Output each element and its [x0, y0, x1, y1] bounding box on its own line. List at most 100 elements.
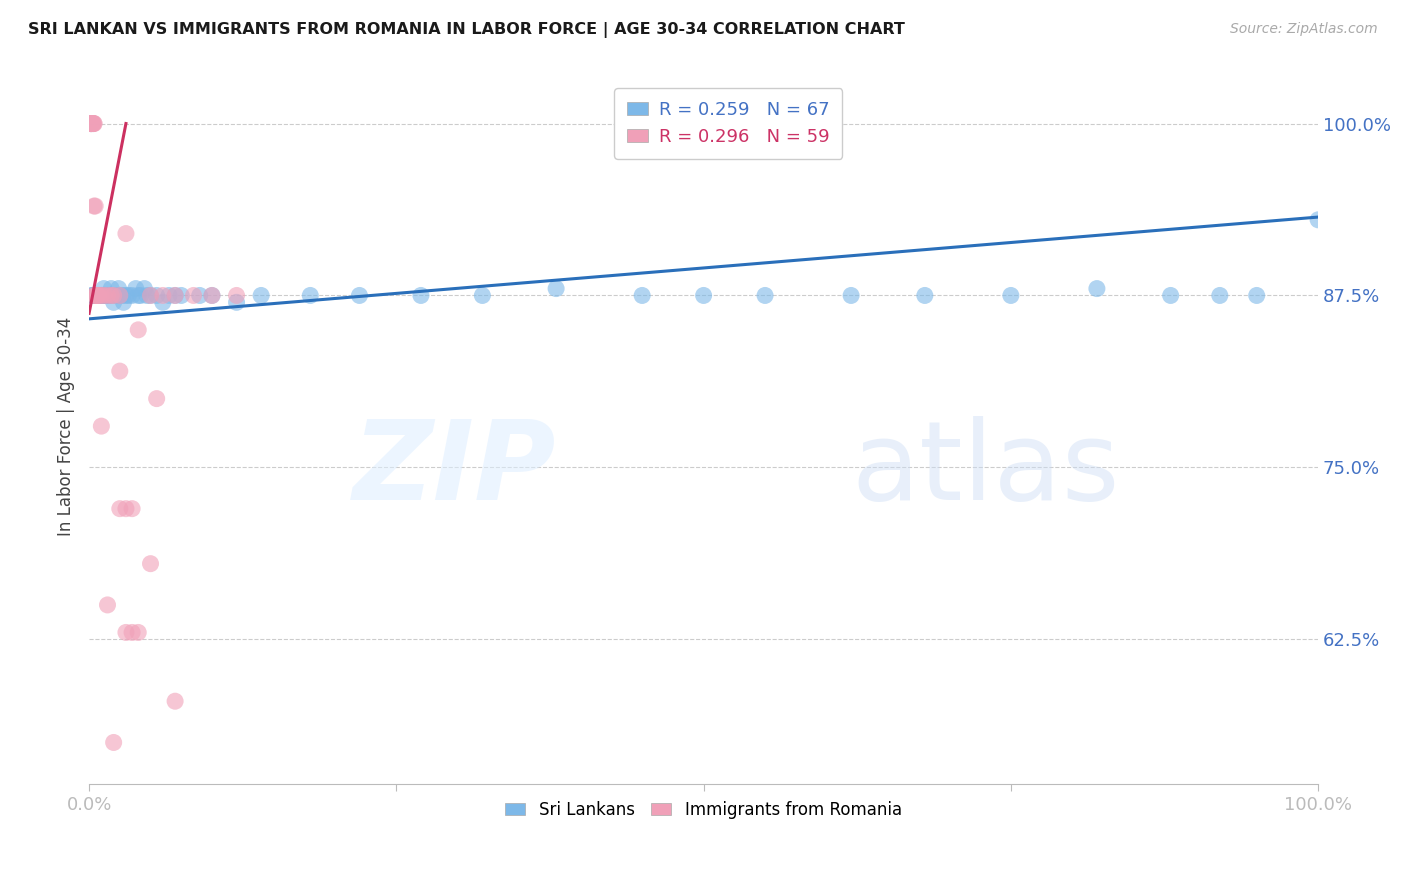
Point: [96, 598, 118, 612]
Point: [80, 288, 103, 302]
Point: [108, 501, 131, 516]
Point: [152, 295, 174, 310]
Point: [80, 116, 103, 130]
Point: [83, 288, 105, 302]
Point: [839, 288, 862, 302]
Point: [79, 116, 101, 130]
Point: [87, 288, 110, 302]
Point: [93, 282, 115, 296]
Point: [108, 288, 131, 302]
Point: [117, 288, 139, 302]
Point: [108, 288, 131, 302]
Point: [86, 288, 108, 302]
Point: [90, 288, 112, 302]
Point: [79, 116, 101, 130]
Point: [84, 288, 107, 302]
Point: [91, 288, 114, 302]
Point: [157, 288, 180, 302]
Point: [86, 288, 108, 302]
Text: Source: ZipAtlas.com: Source: ZipAtlas.com: [1230, 22, 1378, 37]
Point: [94, 288, 117, 302]
Text: SRI LANKAN VS IMMIGRANTS FROM ROMANIA IN LABOR FORCE | AGE 30-34 CORRELATION CHA: SRI LANKAN VS IMMIGRANTS FROM ROMANIA IN…: [28, 22, 905, 38]
Point: [83, 116, 105, 130]
Point: [82, 116, 104, 130]
Point: [1246, 288, 1268, 302]
Point: [83, 116, 105, 130]
Point: [139, 288, 162, 302]
Point: [80, 116, 103, 130]
Point: [225, 288, 247, 302]
Point: [86, 288, 108, 302]
Point: [170, 288, 193, 302]
Point: [80, 116, 103, 130]
Point: [471, 288, 494, 302]
Point: [914, 288, 936, 302]
Point: [250, 288, 273, 302]
Legend: Sri Lankans, Immigrants from Romania: Sri Lankans, Immigrants from Romania: [499, 794, 908, 825]
Point: [79, 116, 101, 130]
Point: [86, 288, 108, 302]
Y-axis label: In Labor Force | Age 30-34: In Labor Force | Age 30-34: [58, 317, 75, 536]
Point: [103, 288, 125, 302]
Point: [93, 288, 115, 302]
Point: [96, 288, 118, 302]
Point: [121, 288, 143, 302]
Text: ZIP: ZIP: [353, 416, 557, 523]
Point: [101, 288, 124, 302]
Point: [100, 282, 122, 296]
Point: [165, 288, 187, 302]
Point: [100, 288, 122, 302]
Point: [84, 199, 107, 213]
Point: [90, 288, 112, 302]
Point: [692, 288, 714, 302]
Point: [90, 288, 112, 302]
Point: [82, 116, 104, 130]
Point: [103, 295, 125, 310]
Point: [80, 116, 103, 130]
Point: [409, 288, 432, 302]
Point: [121, 501, 143, 516]
Point: [90, 288, 112, 302]
Point: [115, 625, 138, 640]
Point: [139, 557, 162, 571]
Point: [127, 625, 149, 640]
Point: [1000, 288, 1022, 302]
Point: [1308, 212, 1330, 227]
Point: [82, 288, 104, 302]
Point: [80, 116, 103, 130]
Point: [115, 501, 138, 516]
Point: [107, 282, 129, 296]
Point: [349, 288, 371, 302]
Point: [188, 288, 211, 302]
Point: [299, 288, 322, 302]
Point: [89, 288, 111, 302]
Point: [98, 288, 121, 302]
Point: [103, 735, 125, 749]
Point: [89, 288, 111, 302]
Point: [87, 288, 110, 302]
Point: [127, 323, 149, 337]
Point: [129, 288, 152, 302]
Point: [108, 364, 131, 378]
Point: [97, 288, 120, 302]
Point: [82, 116, 104, 130]
Point: [145, 288, 167, 302]
Point: [93, 288, 115, 302]
Point: [86, 288, 108, 302]
Point: [201, 288, 224, 302]
Point: [165, 694, 187, 708]
Point: [86, 288, 108, 302]
Point: [96, 288, 118, 302]
Point: [121, 625, 143, 640]
Point: [79, 116, 101, 130]
Point: [201, 288, 224, 302]
Point: [1085, 282, 1108, 296]
Point: [139, 288, 162, 302]
Point: [79, 116, 101, 130]
Point: [754, 288, 776, 302]
Point: [111, 288, 134, 302]
Point: [145, 392, 167, 406]
Point: [631, 288, 654, 302]
Point: [225, 295, 247, 310]
Point: [135, 288, 157, 302]
